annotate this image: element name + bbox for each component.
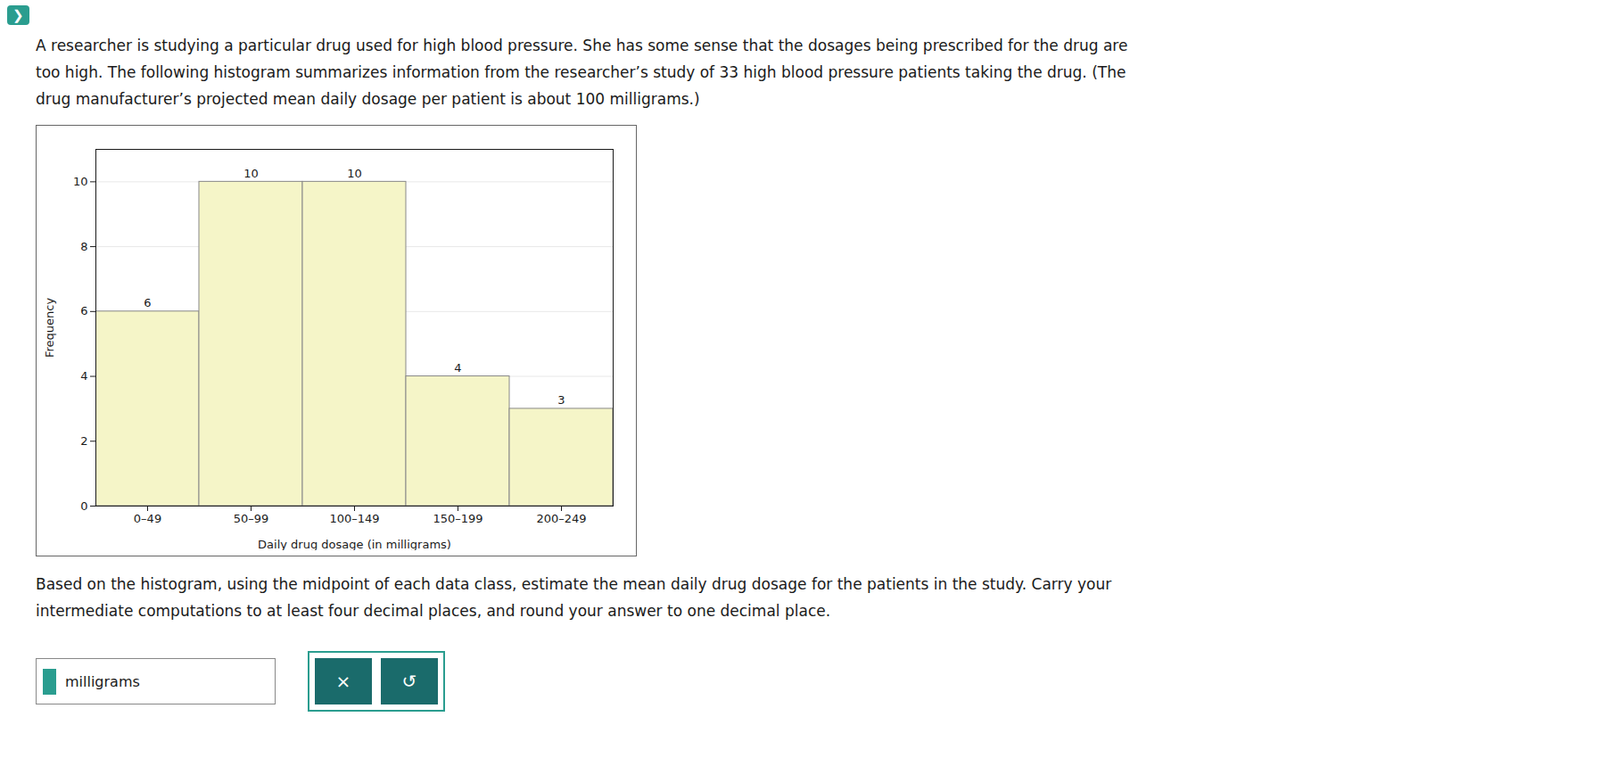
svg-text:200–249: 200–249 [536,511,586,526]
html-text:intermediate computations to a: intermediate computations to at least fo… [35,602,831,620]
svg-text:6: 6 [143,296,151,310]
svg-text:150–199: 150–199 [432,511,483,526]
svg-text:3: 3 [557,393,565,407]
svg-text:0–49: 0–49 [133,511,162,526]
svg-text:10: 10 [243,166,259,181]
svg-text:6: 6 [80,304,88,318]
svg-text:4: 4 [453,361,462,375]
svg-text:10: 10 [346,166,363,181]
html-text:Based on the histogram, using: Based on the histogram, using the midpoi… [35,575,1112,594]
svg-text:10: 10 [73,174,89,189]
svg-text:Frequency: Frequency [42,297,57,358]
svg-text:8: 8 [80,239,88,254]
html-text:milligrams: milligrams [65,672,140,690]
svg-text:50–99: 50–99 [233,511,270,526]
svg-text:0: 0 [80,499,88,513]
svg-text:4: 4 [80,369,88,383]
svg-text:100–149: 100–149 [329,511,380,526]
svg-text:Daily drug dosage (in milligra: Daily drug dosage (in milligrams) [257,537,452,552]
html-text:A researcher is studying a par: A researcher is studying a particular dr… [35,36,1128,55]
html-text:drug manufacturer’s projected: drug manufacturer’s projected mean daily… [35,90,700,108]
html-text:too high. The following histog: too high. The following histogram summar… [35,63,1126,82]
svg-text:2: 2 [80,434,88,448]
